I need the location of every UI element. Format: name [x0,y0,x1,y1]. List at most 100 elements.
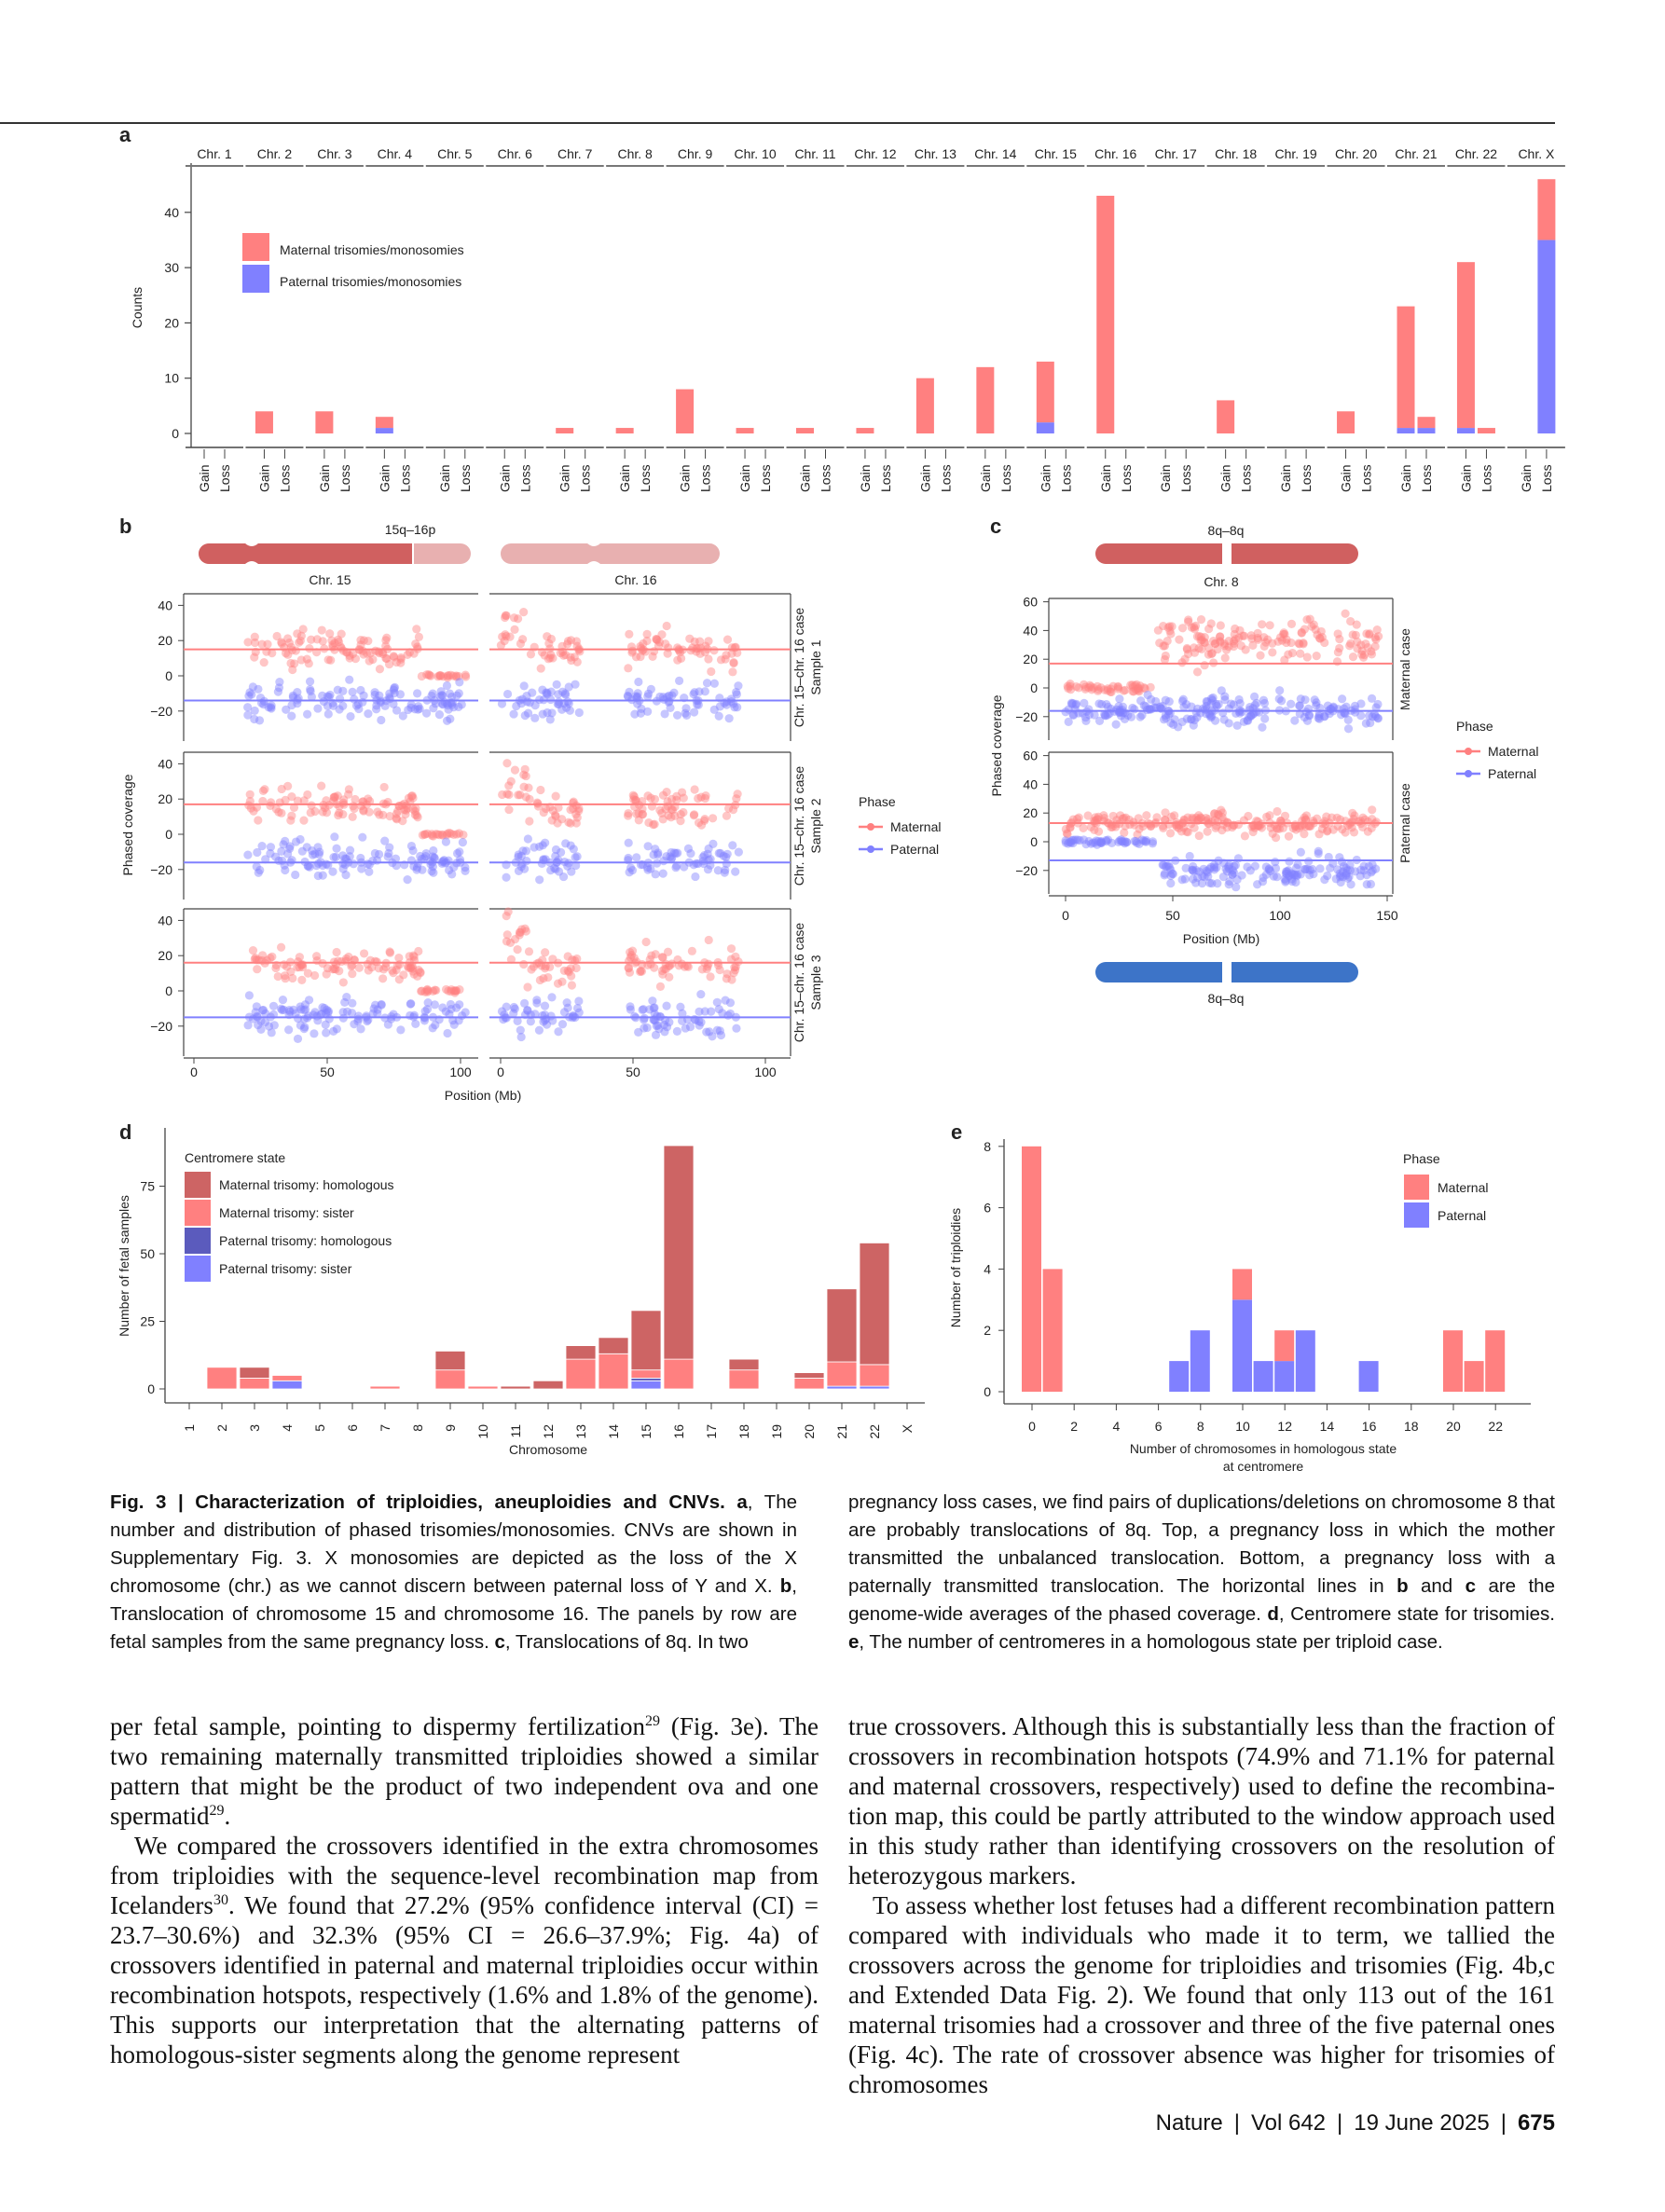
b-point-chr15-maternal [257,639,267,649]
c-point-maternal [1266,823,1275,832]
c-point-maternal [1370,641,1380,652]
page-footer: Nature | Vol 642 | 19 June 2025 | 675 [1155,2110,1555,2136]
b-point-chr16-maternal [642,629,652,639]
c-point-maternal [1229,641,1238,652]
b-point-chr15-paternal [285,842,295,851]
body-text: (Fig. 3e). The two remaining maternally … [110,1712,819,1830]
c-point-paternal [1362,880,1371,889]
b-point-chr16-maternal [695,637,705,646]
body-text: . We found that 27.2% (95% confidence in… [110,1891,819,2068]
b-point-chr16-paternal [665,691,674,700]
c-point-maternal [1322,827,1332,836]
e-legend-title: Phase [1403,1151,1440,1166]
b-point-chr15-maternal [394,802,404,811]
c-point-maternal [1180,654,1190,664]
b-point-chr15-paternal [446,714,455,723]
b-point-chr16-maternal [631,795,640,804]
b-point-chr15-paternal [331,852,340,862]
c-point-paternal [1296,847,1305,857]
b-point-chr15-paternal [452,848,462,859]
a-loss-label: Loss [878,464,893,492]
b-point-chr15-maternal [287,811,296,820]
c-point-paternal [1190,715,1199,725]
c-point-maternal [1219,639,1229,649]
c-point-maternal [1128,687,1137,696]
a-gain-label: Gain [978,464,993,492]
c-point-paternal [1309,870,1318,879]
c-point-paternal [1308,864,1317,874]
b-point-chr15-maternal [286,658,296,668]
b-point-chr15-maternal [413,971,422,981]
a-loss-label: Loss [698,464,713,492]
b-point-chr15-maternal [429,831,438,841]
c-point-maternal [1079,823,1088,833]
c-point-paternal [1228,870,1237,879]
b-point-chr15-maternal [290,659,299,668]
b-point-chr15-maternal [321,803,330,813]
b-point-chr15-paternal [335,705,344,714]
b-point-chr15-paternal [408,845,418,856]
c-point-paternal [1132,836,1141,846]
b-point-chr15-paternal [356,853,365,863]
c-point-paternal [1137,710,1147,720]
b-y-tick-label: 20 [158,791,172,806]
c-point-maternal [1313,630,1322,639]
b-point-chr15-maternal [245,790,255,799]
b-point-chr16-maternal [672,791,681,801]
c-point-paternal [1269,872,1278,881]
c-point-paternal [1232,883,1241,892]
b-point-chr16-paternal [537,859,546,868]
b-point-chr15-paternal [282,705,291,714]
c-point-maternal [1313,814,1322,823]
b-y-tick-label: 0 [165,983,172,998]
b-panel-label: Chr. 16 [614,572,656,587]
b-point-chr15-paternal [380,836,390,845]
a-bar-paternal-gain [1456,428,1475,433]
b-point-chr15-paternal [257,842,267,851]
b-point-chr15-maternal [393,806,403,816]
c-point-maternal [1089,817,1098,826]
b-point-chr16-paternal [678,1016,687,1025]
b-point-chr15-paternal [353,699,363,709]
b-point-chr16-maternal [652,634,661,644]
b-panel-label: Chr. 15 [309,572,351,587]
c-point-paternal [1342,863,1351,873]
b-point-chr16-maternal [517,925,527,934]
b-point-chr15-maternal [296,631,306,640]
b-point-chr15-maternal [305,644,314,653]
b-point-chr16-maternal [687,946,696,955]
b-point-chr15-paternal [319,697,328,707]
c-point-maternal [1179,815,1189,824]
a-loss-label: Loss [1119,464,1134,492]
c-point-maternal [1084,683,1094,693]
d-x-axis-label: Chromosome [509,1442,587,1457]
c-point-paternal [1295,701,1304,710]
c-point-maternal [1159,823,1168,832]
b-point-chr16-paternal [722,859,731,869]
header-rule [0,122,1555,124]
b-point-chr16-maternal [679,807,688,817]
b-point-chr16-paternal [530,1010,540,1019]
b-point-chr16-maternal [726,955,736,964]
b-point-chr15-maternal [286,967,296,977]
c-point-paternal [1312,701,1321,710]
b-point-chr16-maternal [629,954,639,963]
b-point-chr15-maternal [461,670,470,680]
c-point-paternal [1203,697,1212,707]
b-y-tick-label: −20 [150,862,172,877]
d-bar-maternal-sister [434,1369,466,1390]
c-point-paternal [1135,712,1145,721]
c-point-paternal [1361,719,1370,728]
b-point-chr16-maternal [533,802,544,811]
b-y-tick-label: 20 [158,633,172,648]
e-y-tick-label: 8 [984,1139,991,1154]
b-point-chr15-paternal [269,1021,279,1030]
c-point-paternal [1187,715,1196,724]
b-point-chr16-paternal [678,1009,687,1018]
b-point-chr15-paternal [243,710,253,720]
b-point-chr16-maternal [627,648,637,657]
a-chromosome-label: Chr. 8 [617,146,653,161]
b-point-chr16-paternal [666,852,675,861]
b-point-chr16-maternal [548,653,557,663]
c-point-paternal [1231,860,1241,870]
